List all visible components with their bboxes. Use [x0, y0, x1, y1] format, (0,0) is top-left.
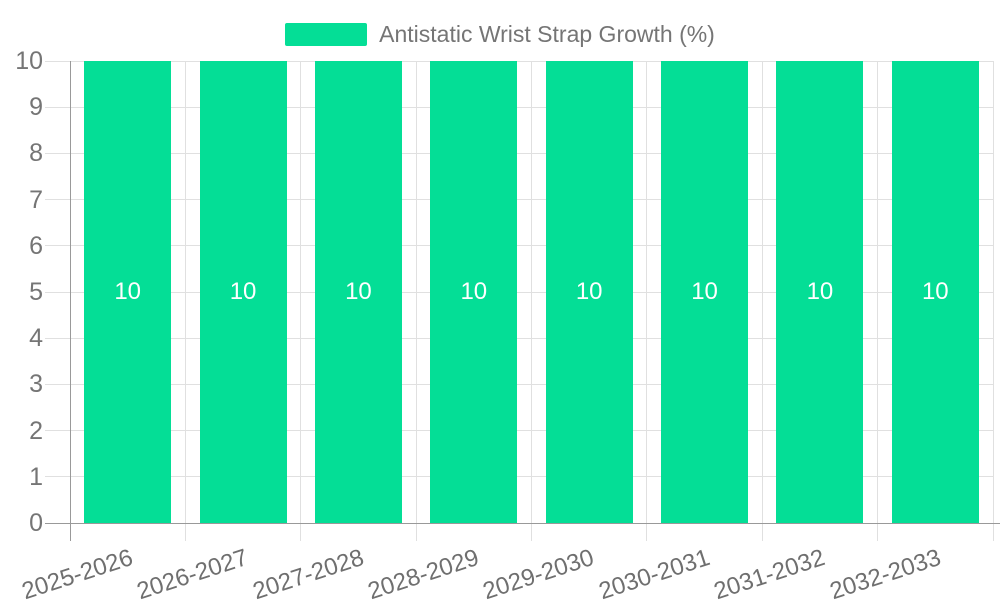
- y-axis-tick-label: 9: [29, 93, 43, 122]
- bar[interactable]: 10: [545, 61, 633, 523]
- x-axis-tick-label: 2027-2028: [249, 544, 367, 600]
- x-axis-tick-label: 2032-2033: [826, 544, 944, 600]
- bar-value-label: 10: [229, 278, 257, 305]
- v-gridline: [992, 61, 994, 541]
- bar[interactable]: 10: [661, 61, 749, 523]
- h-gridline: [45, 199, 993, 201]
- h-gridline: [45, 152, 993, 154]
- y-axis-tick-label: 3: [29, 370, 43, 399]
- bar[interactable]: 10: [776, 61, 864, 523]
- bar-value-label: 10: [921, 278, 949, 305]
- x-axis-line: [45, 523, 1000, 524]
- bar-value-label: 10: [114, 278, 142, 305]
- bar-value-label: 10: [691, 278, 718, 305]
- y-axis-tick-label: 1: [29, 462, 43, 491]
- x-axis-tick-label: 2031-2032: [710, 544, 829, 600]
- h-gridline: [45, 291, 993, 293]
- bar[interactable]: 10: [891, 61, 979, 523]
- bar-value-label: 10: [575, 278, 603, 305]
- h-gridline: [45, 383, 993, 385]
- v-gridline: [415, 61, 417, 541]
- bar-value-label: 10: [345, 278, 372, 305]
- v-gridline: [531, 61, 532, 541]
- h-gridline: [45, 337, 993, 339]
- y-axis-tick-label: 6: [29, 231, 43, 260]
- y-axis-tick-label: 5: [29, 278, 43, 306]
- x-axis-tick-label: 2028-2029: [364, 544, 483, 600]
- y-axis-tick-label: 0: [29, 509, 43, 537]
- h-gridline: [45, 106, 993, 108]
- v-gridline: [646, 61, 648, 541]
- y-axis-tick-label: 2: [29, 416, 43, 445]
- bar[interactable]: 10: [314, 61, 402, 523]
- bar[interactable]: 10: [199, 61, 287, 523]
- y-axis-tick-label: 8: [29, 139, 43, 168]
- h-gridline: [45, 476, 993, 478]
- v-gridline: [877, 61, 879, 541]
- y-axis-tick-label: 10: [15, 47, 43, 75]
- y-axis-line: [70, 61, 71, 541]
- h-gridline: [45, 60, 993, 62]
- legend-label: Antistatic Wrist Strap Growth (%): [379, 21, 715, 47]
- v-gridline: [761, 61, 763, 541]
- x-axis-tick-label: 2026-2027: [133, 544, 252, 600]
- y-axis-tick-label: 7: [29, 185, 43, 214]
- legend-item[interactable]: Antistatic Wrist Strap Growth (%): [0, 23, 1000, 46]
- h-gridline: [45, 430, 993, 432]
- x-axis-tick-label: 2025-2026: [18, 544, 137, 600]
- bar-value-label: 10: [806, 278, 834, 305]
- x-axis-tick-label: 2029-2030: [480, 544, 598, 600]
- bar[interactable]: 10: [84, 61, 172, 523]
- y-axis-tick-label: 4: [29, 324, 43, 353]
- h-gridline: [45, 245, 993, 247]
- bar-value-label: 10: [460, 278, 488, 305]
- bar[interactable]: 10: [430, 61, 518, 523]
- v-gridline: [300, 61, 302, 541]
- x-axis-tick-label: 2030-2031: [595, 544, 713, 600]
- legend-swatch-icon: [285, 23, 368, 46]
- v-gridline: [184, 61, 186, 541]
